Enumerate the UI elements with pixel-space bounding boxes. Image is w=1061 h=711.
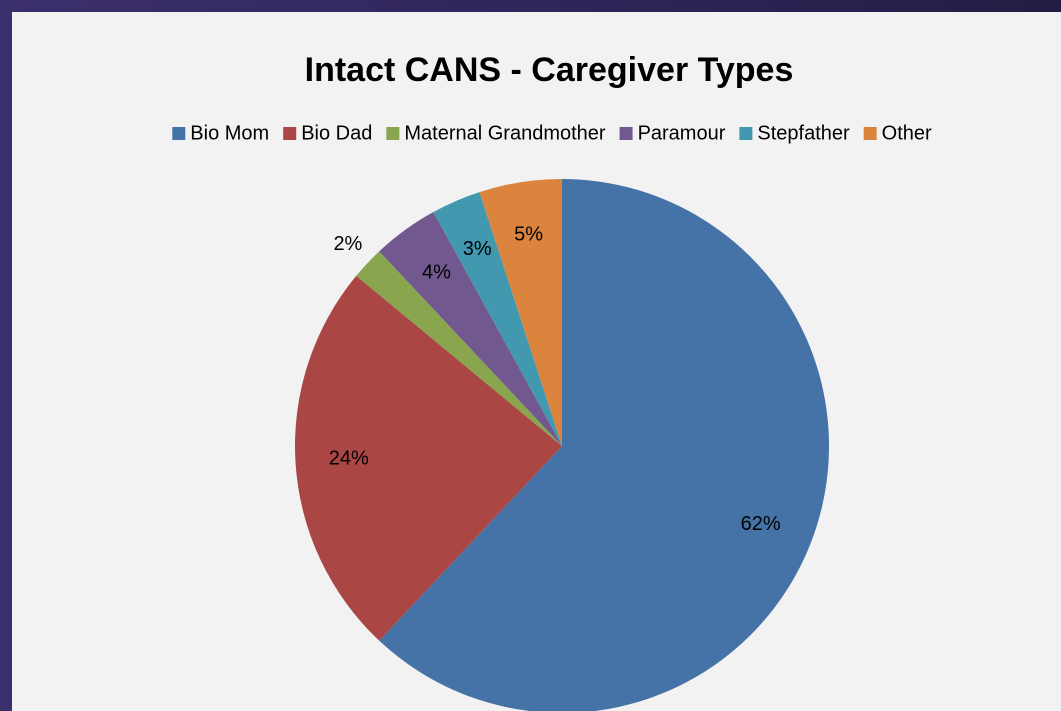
pie-slice <box>356 251 562 446</box>
pie-slice <box>433 192 562 446</box>
legend-swatch <box>619 127 633 140</box>
legend-label: Bio Dad <box>301 122 372 144</box>
legend-swatch <box>386 127 400 140</box>
pie-slice <box>379 179 829 711</box>
legend-label: Bio Mom <box>190 122 269 144</box>
data-label: 2% <box>333 233 362 255</box>
pie <box>294 179 829 711</box>
pie-slice <box>479 179 562 446</box>
legend-label: Maternal Grandmother <box>404 122 606 144</box>
legend-swatch <box>739 127 753 140</box>
data-label: 4% <box>422 261 451 283</box>
data-label: 62% <box>741 513 781 535</box>
pie-slice <box>379 212 562 446</box>
legend-label: Paramour <box>638 122 726 144</box>
legend-label: Other <box>882 122 932 144</box>
data-label: 24% <box>329 448 369 470</box>
data-labels: 62% 24% 2% 4% 3% 5% <box>329 223 781 535</box>
legend-label: Stepfather <box>757 122 850 144</box>
legend: Bio Mom Bio Dad Maternal Grandmother Paramo… <box>172 122 932 144</box>
data-label: 3% <box>463 238 492 260</box>
legend-swatch <box>283 127 297 140</box>
data-label: 5% <box>514 223 543 245</box>
legend-swatch <box>172 127 186 140</box>
pie-slice <box>294 275 562 641</box>
legend-swatch <box>863 127 877 140</box>
chart-title: Intact CANS - Caregiver Types <box>305 51 794 89</box>
